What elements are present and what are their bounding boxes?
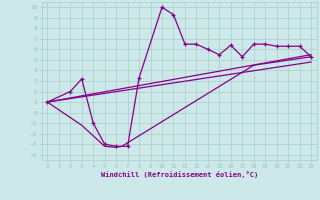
X-axis label: Windchill (Refroidissement éolien,°C): Windchill (Refroidissement éolien,°C) bbox=[100, 171, 258, 178]
